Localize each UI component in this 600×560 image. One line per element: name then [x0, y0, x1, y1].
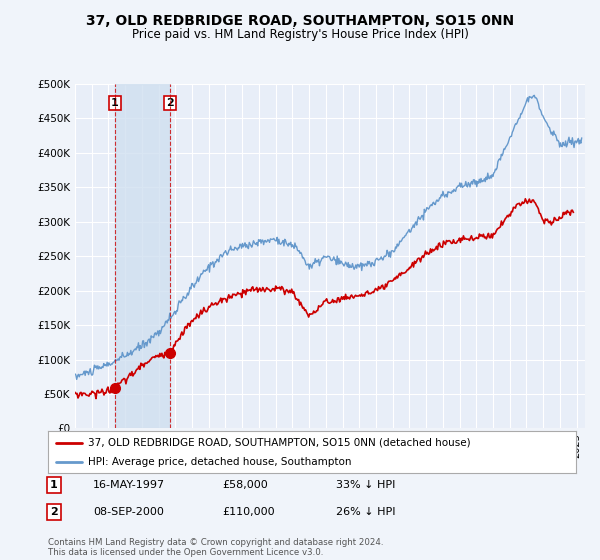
Text: 33% ↓ HPI: 33% ↓ HPI [336, 480, 395, 490]
Text: 2: 2 [50, 507, 58, 517]
Text: £110,000: £110,000 [222, 507, 275, 517]
Text: £58,000: £58,000 [222, 480, 268, 490]
Text: 08-SEP-2000: 08-SEP-2000 [93, 507, 164, 517]
Text: 26% ↓ HPI: 26% ↓ HPI [336, 507, 395, 517]
Text: Contains HM Land Registry data © Crown copyright and database right 2024.
This d: Contains HM Land Registry data © Crown c… [48, 538, 383, 557]
Text: 1: 1 [111, 98, 119, 108]
Text: 2: 2 [166, 98, 174, 108]
Bar [115, 84, 170, 428]
Text: 37, OLD REDBRIDGE ROAD, SOUTHAMPTON, SO15 0NN (detached house): 37, OLD REDBRIDGE ROAD, SOUTHAMPTON, SO1… [88, 437, 470, 447]
Text: HPI: Average price, detached house, Southampton: HPI: Average price, detached house, Sout… [88, 457, 351, 467]
Text: 16-MAY-1997: 16-MAY-1997 [93, 480, 165, 490]
Text: Price paid vs. HM Land Registry's House Price Index (HPI): Price paid vs. HM Land Registry's House … [131, 28, 469, 41]
Text: 37, OLD REDBRIDGE ROAD, SOUTHAMPTON, SO15 0NN: 37, OLD REDBRIDGE ROAD, SOUTHAMPTON, SO1… [86, 14, 514, 28]
Text: 1: 1 [50, 480, 58, 490]
